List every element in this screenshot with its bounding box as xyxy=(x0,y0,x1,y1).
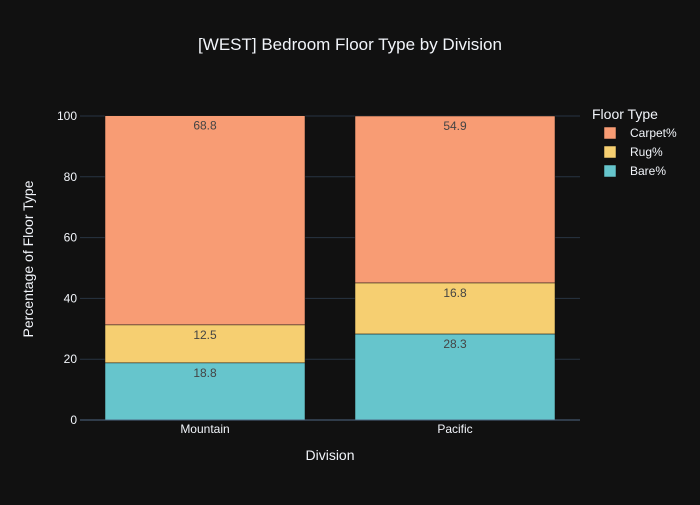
legend-swatch xyxy=(603,164,617,178)
data-label: 54.9 xyxy=(443,119,467,133)
bar-segment xyxy=(104,324,306,364)
bar-segment xyxy=(104,362,306,421)
legend-label: Rug% xyxy=(630,145,663,159)
bar-segment xyxy=(354,115,556,284)
chart-title: [WEST] Bedroom Floor Type by Division xyxy=(198,35,502,54)
legend-swatch xyxy=(603,126,617,140)
axes: 0 20 40 60 80 100 Mountain Pacific xyxy=(57,109,580,436)
data-label: 16.8 xyxy=(443,286,467,300)
y-tick-label: 40 xyxy=(64,291,78,305)
x-axis-title: Division xyxy=(305,447,354,463)
y-tick-label: 0 xyxy=(70,413,77,427)
x-tick-label: Mountain xyxy=(180,422,229,436)
legend: Floor Type Carpet% Rug% Bare% xyxy=(592,106,677,178)
data-label: 12.5 xyxy=(193,328,217,342)
data-label: 18.8 xyxy=(193,366,217,380)
y-tick-label: 20 xyxy=(64,352,78,366)
bar-segment xyxy=(354,333,556,421)
legend-label: Carpet% xyxy=(630,126,677,140)
y-tick-label: 100 xyxy=(57,109,77,123)
bar-segment xyxy=(354,282,556,335)
legend-swatch xyxy=(603,145,617,159)
y-axis-title: Percentage of Floor Type xyxy=(20,180,36,337)
bar-segment xyxy=(104,115,306,326)
data-labels: 18.8 12.5 68.8 28.3 16.8 54.9 xyxy=(193,119,467,380)
data-label: 68.8 xyxy=(193,119,217,133)
legend-title: Floor Type xyxy=(592,106,658,122)
x-tick-label: Pacific xyxy=(437,422,472,436)
bars xyxy=(104,115,556,421)
y-tick-label: 60 xyxy=(64,231,78,245)
legend-label: Bare% xyxy=(630,164,666,178)
y-tick-label: 80 xyxy=(64,170,78,184)
data-label: 28.3 xyxy=(443,337,467,351)
